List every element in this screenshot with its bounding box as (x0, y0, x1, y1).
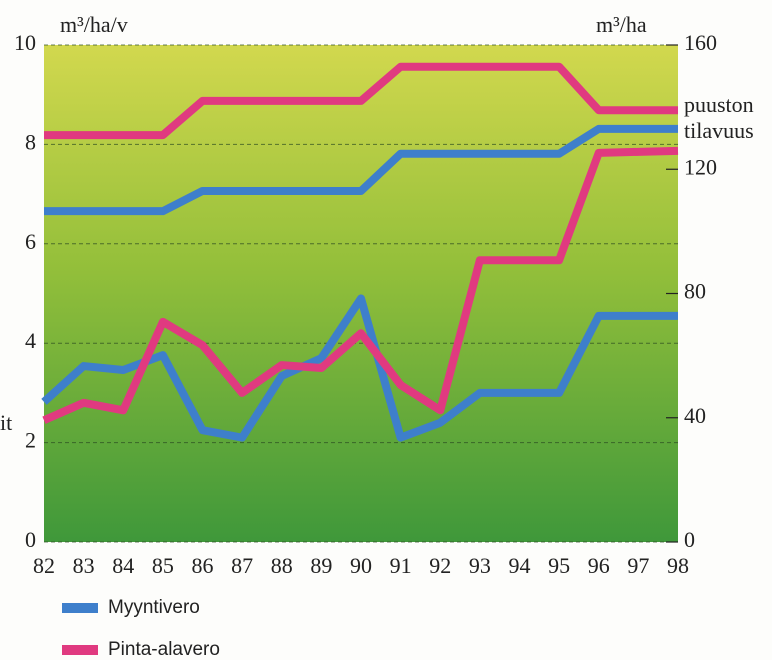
x-tick-label: 95 (548, 553, 570, 578)
x-tick-label: 83 (73, 553, 95, 578)
y2-tick-label: 40 (684, 403, 706, 428)
x-tick-label: 94 (509, 553, 531, 578)
x-tick-label: 97 (627, 553, 649, 578)
y-tick-label: 4 (25, 328, 36, 353)
left-note: it (0, 410, 12, 435)
legend-label: Myyntivero (108, 597, 200, 618)
plot-area (44, 45, 678, 542)
x-tick-label: 98 (667, 553, 689, 578)
legend-swatch (62, 603, 98, 613)
y-tick-label: 6 (25, 229, 36, 254)
y-tick-label: 0 (25, 527, 36, 552)
x-tick-label: 88 (271, 553, 293, 578)
y-tick-label: 2 (25, 428, 36, 453)
x-tick-label: 86 (192, 553, 214, 578)
x-tick-label: 84 (112, 553, 134, 578)
x-tick-label: 87 (231, 553, 253, 578)
y-unit: m³/ha/v (60, 12, 128, 37)
y2-unit: m³/ha (596, 12, 647, 37)
volume-line (44, 124, 678, 216)
x-tick-label: 96 (588, 553, 610, 578)
y2-tick-label: 160 (684, 30, 717, 55)
x-tick-label: 82 (33, 553, 55, 578)
annotation: tilavuus (684, 118, 754, 143)
x-tick-label: 89 (310, 553, 332, 578)
y-tick-label: 10 (14, 30, 36, 55)
y-tick-label: 8 (25, 129, 36, 154)
y2-tick-label: 80 (684, 279, 706, 304)
x-tick-label: 85 (152, 553, 174, 578)
line (42, 146, 679, 424)
legend-label: Pinta-alavero (108, 639, 220, 660)
y2-tick-label: 0 (684, 527, 695, 552)
x-tick-label: 92 (429, 553, 451, 578)
legend-swatch (62, 645, 98, 655)
y2-tick-label: 120 (684, 154, 717, 179)
annotation: puuston (684, 92, 754, 117)
volume-line (44, 62, 678, 140)
x-tick-label: 90 (350, 553, 372, 578)
x-tick-label: 91 (390, 553, 412, 578)
x-tick-label: 93 (469, 553, 491, 578)
